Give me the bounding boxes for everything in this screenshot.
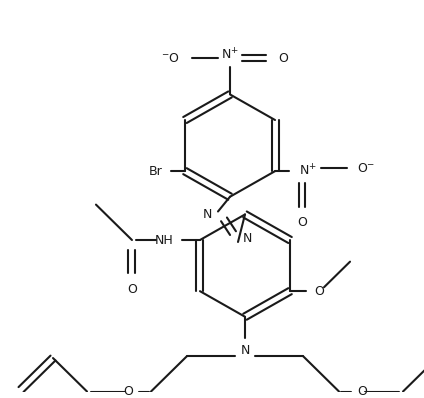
Text: O: O (314, 285, 324, 298)
Text: N$^{+}$: N$^{+}$ (221, 48, 239, 63)
Text: Br: Br (149, 165, 163, 178)
Text: $^{-}$O: $^{-}$O (161, 51, 180, 64)
Text: O: O (297, 217, 307, 229)
Text: O: O (123, 385, 133, 398)
Text: N: N (243, 232, 252, 244)
Text: O: O (357, 385, 367, 398)
Text: O: O (278, 51, 288, 64)
Text: N: N (203, 208, 212, 221)
Text: N$^{+}$: N$^{+}$ (299, 164, 317, 179)
Text: NH: NH (155, 234, 174, 246)
Text: O$^{-}$: O$^{-}$ (357, 162, 375, 175)
Text: O: O (127, 283, 137, 296)
Text: N: N (240, 344, 250, 357)
